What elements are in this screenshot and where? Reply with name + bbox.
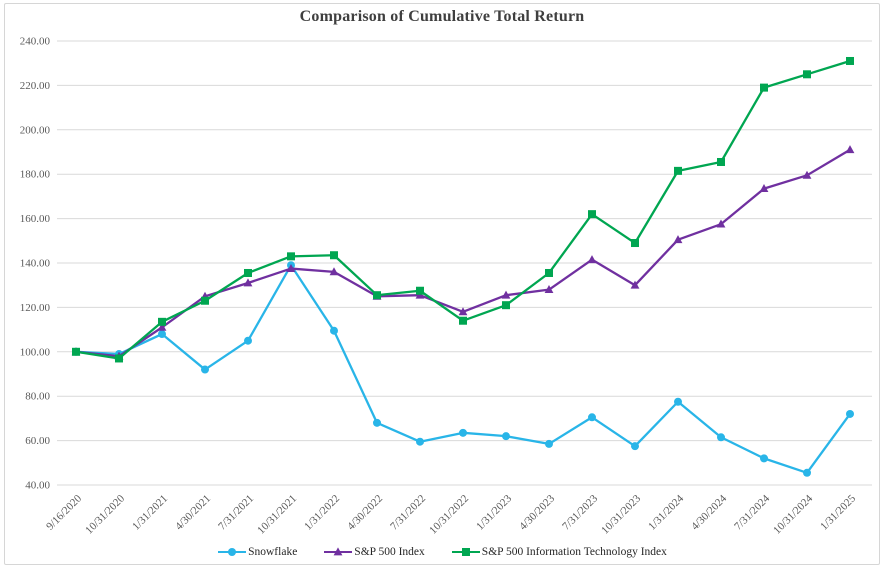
x-axis-tick-label: 4/30/2022 (345, 493, 385, 533)
data-point-marker-snowflake (545, 439, 553, 448)
x-axis-tick-label: 1/31/2024 (646, 492, 686, 532)
data-point-marker-legend (228, 548, 237, 556)
data-point-marker-snowflake (416, 437, 424, 446)
data-point-marker-s-p-500-information-technology-index (201, 296, 209, 305)
y-axis-tick-label: 40.00 (25, 480, 50, 492)
x-axis-tick-label: 7/31/2023 (560, 492, 600, 532)
y-axis-tick-label: 160.00 (20, 213, 51, 225)
data-point-marker-s-p-500-information-technology-index (330, 251, 338, 260)
y-axis-tick-label: 220.00 (20, 80, 51, 92)
data-point-marker-snowflake (803, 468, 811, 477)
data-point-marker-s-p-500-index (802, 170, 812, 179)
y-axis-tick-label: 80.00 (25, 391, 50, 403)
chart-title: Comparison of Cumulative Total Return (299, 8, 585, 25)
data-point-marker-snowflake (846, 409, 854, 418)
x-axis-tick-label: 7/31/2024 (732, 492, 772, 532)
x-axis-tick-label: 4/30/2024 (689, 492, 729, 532)
series-line-s-p-500-index (74, 148, 852, 358)
legend-label: Snowflake (248, 546, 298, 558)
x-axis-tick-label: 7/31/2021 (216, 493, 256, 533)
x-axis-tick-label: 10/31/2022 (427, 493, 471, 537)
data-point-marker-snowflake (373, 418, 381, 427)
data-point-marker-s-p-500-index (157, 322, 167, 331)
legend-label: S&P 500 Index (354, 546, 425, 558)
data-point-marker-s-p-500-index (716, 219, 726, 228)
data-point-marker-snowflake (674, 397, 682, 406)
x-axis-tick-label: 10/31/2021 (255, 493, 299, 537)
legend-marker-triangle-icon (324, 547, 353, 556)
data-point-marker-snowflake (244, 336, 252, 345)
data-point-marker-s-p-500-index (587, 255, 597, 264)
data-point-marker-snowflake (588, 413, 596, 422)
x-axis-tick-label: 4/30/2023 (517, 492, 557, 532)
data-point-marker-s-p-500-index (243, 278, 253, 287)
x-axis-tick-label: 4/30/2021 (173, 493, 213, 533)
data-point-marker-legend (333, 547, 343, 556)
data-point-marker-s-p-500-index (630, 280, 640, 289)
series-line-snowflake (74, 264, 852, 474)
x-axis-tick-label: 1/31/2023 (474, 492, 514, 532)
data-point-marker-s-p-500-index (673, 235, 683, 244)
data-point-marker-snowflake (201, 365, 209, 374)
data-point-marker-s-p-500-information-technology-index (760, 83, 768, 92)
data-point-marker-s-p-500-information-technology-index (287, 252, 295, 261)
x-axis-tick-label: 1/31/2021 (130, 493, 170, 533)
data-point-marker-s-p-500-information-technology-index (717, 157, 725, 166)
x-axis-tick-label: 1/31/2025 (818, 492, 858, 532)
y-axis-tick-label: 240.00 (20, 36, 51, 48)
data-point-marker-s-p-500-information-technology-index (674, 166, 682, 175)
legend-marker-square-icon (451, 548, 480, 556)
x-axis-tick-label: 7/31/2022 (388, 493, 428, 533)
data-point-marker-s-p-500-information-technology-index (502, 301, 510, 310)
legend-item-sp500-it: S&P 500 Information Technology Index (451, 546, 667, 558)
data-point-marker-s-p-500-information-technology-index (158, 317, 166, 326)
data-point-marker-s-p-500-information-technology-index (846, 56, 854, 65)
data-point-marker-s-p-500-index (759, 184, 769, 193)
data-point-marker-snowflake (158, 330, 166, 339)
x-axis-tick-label: 9/16/2020 (44, 492, 84, 532)
data-point-marker-s-p-500-index (458, 307, 468, 316)
data-point-marker-snowflake (459, 428, 467, 437)
data-point-marker-s-p-500-information-technology-index (416, 286, 424, 295)
legend: Snowflake S&P 500 Index S&P 500 Informat… (0, 543, 884, 561)
data-point-marker-s-p-500-information-technology-index (115, 354, 123, 363)
data-point-marker-s-p-500-information-technology-index (588, 210, 596, 219)
data-point-marker-snowflake (502, 432, 510, 441)
data-point-marker-s-p-500-index (845, 145, 855, 154)
y-axis-tick-label: 60.00 (25, 435, 50, 447)
y-axis-tick-label: 200.00 (20, 124, 51, 136)
data-point-marker-legend (461, 548, 470, 556)
y-axis-tick-label: 120.00 (20, 302, 51, 314)
data-point-marker-s-p-500-index (286, 263, 296, 272)
data-point-marker-snowflake (330, 326, 338, 335)
legend-label: S&P 500 Information Technology Index (481, 546, 667, 558)
legend-item-sp500: S&P 500 Index (323, 546, 425, 558)
data-point-marker-snowflake (631, 442, 639, 451)
data-point-marker-s-p-500-information-technology-index (459, 316, 467, 325)
x-axis-tick-label: 10/31/2020 (83, 492, 127, 536)
data-point-marker-s-p-500-index (501, 290, 511, 299)
data-point-marker-s-p-500-information-technology-index (803, 70, 811, 79)
y-axis-tick-label: 180.00 (20, 169, 51, 181)
data-point-marker-s-p-500-information-technology-index (244, 268, 252, 277)
data-point-marker-s-p-500-information-technology-index (545, 268, 553, 277)
data-point-marker-snowflake (760, 454, 768, 463)
data-point-marker-s-p-500-information-technology-index (72, 347, 80, 356)
legend-item-snowflake: Snowflake (217, 546, 297, 558)
data-point-marker-s-p-500-information-technology-index (631, 239, 639, 248)
data-point-marker-s-p-500-information-technology-index (373, 291, 381, 300)
y-axis-tick-label: 140.00 (20, 258, 51, 270)
legend-marker-circle-icon (218, 548, 247, 556)
x-axis-tick-label: 10/31/2023 (599, 492, 643, 536)
x-axis-tick-label: 1/31/2022 (302, 493, 342, 533)
data-point-marker-s-p-500-index (329, 267, 339, 276)
data-point-marker-snowflake (717, 433, 725, 442)
y-axis-tick-label: 100.00 (20, 346, 51, 358)
x-axis-tick-label: 10/31/2024 (771, 492, 815, 536)
data-point-marker-s-p-500-index (544, 285, 554, 294)
